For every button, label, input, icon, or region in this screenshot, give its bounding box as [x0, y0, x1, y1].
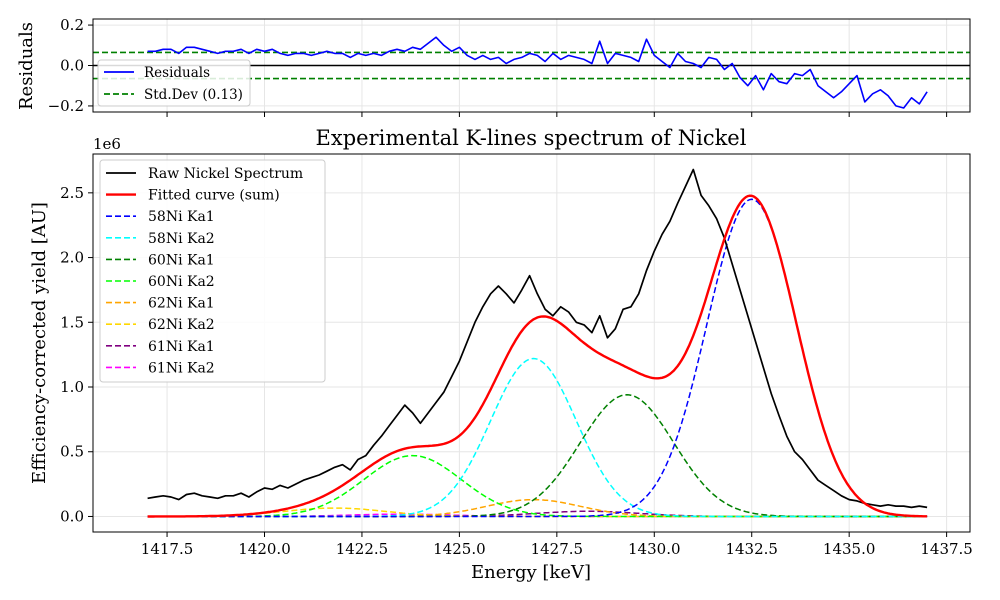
- spectrum-ytick-label: 1.0: [60, 378, 84, 396]
- spectrum-xtick-label: 1435.0: [823, 540, 876, 558]
- spectrum-ytick-label: 0.0: [60, 507, 84, 525]
- spectrum-xtick-label: 1430.0: [628, 540, 681, 558]
- spectrum-ytick-label: 2.0: [60, 249, 84, 267]
- legend-label: Raw Nickel Spectrum: [148, 166, 303, 182]
- legend-label-residuals: Residuals: [144, 65, 210, 81]
- residuals-legend: Residuals Std.Dev (0.13): [98, 60, 250, 106]
- chart-title: Experimental K-lines spectrum of Nickel: [316, 126, 747, 150]
- legend-label: 61Ni Ka2: [148, 360, 215, 376]
- residuals-ytick-label: 0.2: [60, 16, 84, 34]
- spectrum-xtick-label: 1425.0: [433, 540, 486, 558]
- residuals-ytick-label: −0.2: [48, 97, 84, 115]
- legend-label: 58Ni Ka1: [148, 209, 215, 225]
- legend-label: Fitted curve (sum): [148, 188, 280, 204]
- spectrum-xtick-label: 1420.0: [238, 540, 291, 558]
- legend-label: 62Ni Ka1: [148, 296, 215, 312]
- legend-label: 61Ni Ka1: [148, 339, 215, 355]
- residuals-ylabel: Residuals: [16, 22, 37, 110]
- figure: −0.2 0.0 0.2 Residuals Residuals Std.Dev (…: [0, 0, 1000, 600]
- spectrum-xtick-label: 1437.5: [920, 540, 973, 558]
- residuals-ytick-label: 0.0: [60, 57, 84, 75]
- legend-label: 60Ni Ka1: [148, 252, 215, 268]
- spectrum-ytick-label: 2.5: [60, 184, 84, 202]
- legend-label: 62Ni Ka2: [148, 317, 215, 333]
- spectrum-xtick-label: 1432.5: [725, 540, 778, 558]
- spectrum-ytick-label: 1.5: [60, 313, 84, 331]
- spectrum-xtick-label: 1427.5: [531, 540, 584, 558]
- spectrum-ytick-label: 0.5: [60, 443, 84, 461]
- legend-label: 60Ni Ka2: [148, 274, 215, 290]
- spectrum-xtick-label: 1417.5: [141, 540, 194, 558]
- y-offset-label: 1e6: [93, 135, 121, 153]
- y-axis-label: Efficiency-corrected yield [AU]: [29, 202, 50, 484]
- spectrum-xtick-label: 1422.5: [336, 540, 389, 558]
- legend-label: 58Ni Ka2: [148, 231, 215, 247]
- x-axis-label: Energy [keV]: [471, 562, 591, 583]
- legend-label-stddev: Std.Dev (0.13): [144, 87, 243, 103]
- spectrum-legend: Raw Nickel Spectrum Fitted curve (sum) 58N…: [100, 160, 325, 382]
